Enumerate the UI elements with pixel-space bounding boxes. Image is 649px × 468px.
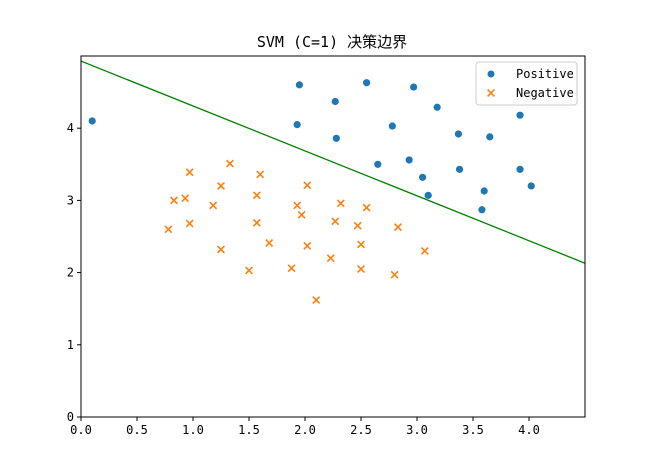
y-tick-label: 1 <box>67 338 74 352</box>
positive-point <box>455 165 464 173</box>
negative-point <box>181 194 190 203</box>
positive-point <box>454 130 463 138</box>
negative-point <box>353 221 362 230</box>
positive-point <box>433 103 441 111</box>
x-tick-label: 4.0 <box>518 423 540 437</box>
negative-point <box>225 159 234 168</box>
negative-point <box>169 196 178 205</box>
negative-point <box>390 270 399 279</box>
negative-point <box>393 223 402 232</box>
decision-boundary-line <box>81 60 585 264</box>
positive-point <box>363 79 371 87</box>
negative-point <box>420 246 429 255</box>
negative-point <box>357 240 365 249</box>
positive-point <box>331 97 339 106</box>
legend-box <box>475 61 578 106</box>
negative-point <box>164 225 173 234</box>
positive-point <box>516 165 524 173</box>
negative-point <box>336 199 345 208</box>
negative-point <box>293 201 302 210</box>
negative-point <box>185 168 194 177</box>
positive-point <box>374 160 382 168</box>
positive-point <box>88 117 96 125</box>
positive-point <box>405 156 413 164</box>
positive-point <box>419 173 427 181</box>
y-axis: 0 1 2 3 4 <box>67 121 81 424</box>
plot-area <box>80 55 586 418</box>
legend-marker-positive <box>487 70 495 78</box>
negative-point <box>217 181 225 190</box>
legend-label-positive: Positive <box>516 67 574 81</box>
negative-point <box>185 219 194 228</box>
positive-point <box>295 81 303 89</box>
plot-frame <box>80 55 586 418</box>
x-tick-label: 1.5 <box>238 423 260 437</box>
x-tick-label: 1.0 <box>182 423 204 437</box>
y-tick-label: 4 <box>67 121 74 135</box>
negative-point <box>331 217 340 226</box>
negative-point <box>312 296 321 305</box>
negative-point <box>252 191 261 200</box>
legend-x-marker <box>487 89 495 97</box>
chart-title: SVM (C=1) 决策边界 <box>257 33 407 51</box>
y-tick-label: 0 <box>67 410 74 424</box>
negative-point <box>357 265 365 273</box>
positive-point <box>480 187 488 195</box>
negative-point <box>217 245 225 254</box>
x-tick-label: 0.5 <box>126 423 148 437</box>
negative-point <box>265 239 274 247</box>
x-axis: 0.0 0.5 1.0 1.5 2.0 2.5 3.0 3.5 4.0 <box>70 417 540 437</box>
x-tick-label: 0.0 <box>70 423 92 437</box>
positive-point <box>410 83 418 91</box>
negative-point <box>362 203 371 212</box>
positive-point <box>486 133 494 141</box>
y-tick-label: 2 <box>67 266 74 280</box>
x-tick-label: 3.5 <box>462 423 484 437</box>
y-tick-label: 3 <box>67 193 74 207</box>
x-tick-label: 2.0 <box>294 423 316 437</box>
negative-point <box>209 201 218 210</box>
legend: Positive Negative <box>475 61 578 106</box>
negative-point <box>256 170 265 179</box>
data-points-layer <box>88 79 535 305</box>
x-tick-label: 2.5 <box>350 423 372 437</box>
positive-point <box>424 191 432 199</box>
positive-point <box>388 122 396 130</box>
negative-point <box>303 181 312 190</box>
positive-point <box>516 111 524 119</box>
negative-point <box>245 266 253 275</box>
negative-point <box>252 218 261 227</box>
negative-point <box>326 254 335 263</box>
positive-point <box>478 206 486 214</box>
legend-label-negative: Negative <box>516 86 574 100</box>
legend-marker-negative <box>487 89 495 97</box>
x-tick-label: 3.0 <box>406 423 428 437</box>
decision-boundary-layer <box>81 60 585 264</box>
positive-point <box>293 120 301 129</box>
negative-point <box>287 264 296 273</box>
positive-point <box>332 134 340 142</box>
negative-point <box>303 241 312 250</box>
negative-point <box>297 210 306 219</box>
positive-point <box>527 182 535 190</box>
